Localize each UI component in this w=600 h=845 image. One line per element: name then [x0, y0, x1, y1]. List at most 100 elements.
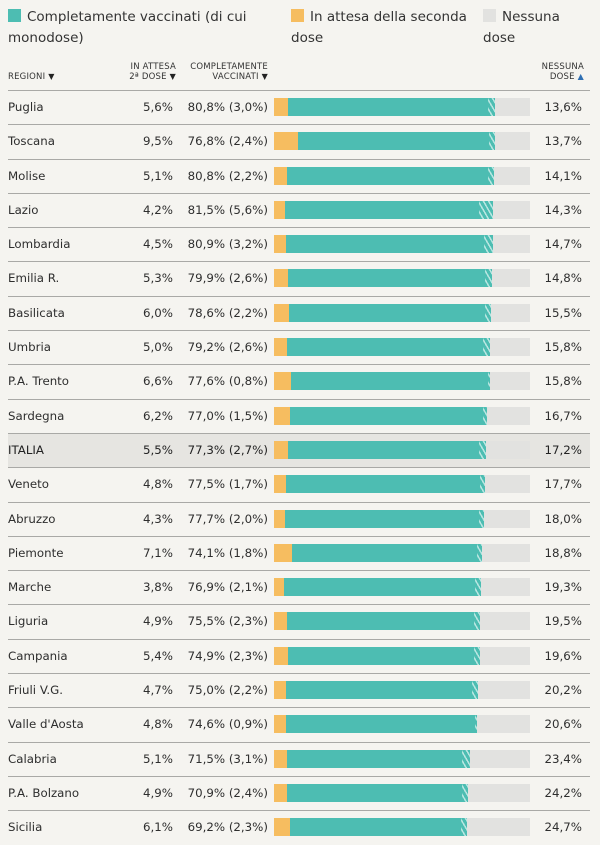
completamente-value: 77,5% (1,7%) [187, 477, 268, 492]
completamente-value: 77,0% (1,5%) [187, 408, 268, 423]
table-row: Marche 3,8% 76,9% (2,1%) 19,3% [8, 570, 590, 604]
table-row: P.A. Bolzano 4,9% 70,9% (2,4%) 24,2% [8, 775, 590, 810]
in-attesa-value: 5,3% [143, 271, 173, 286]
bar-segment-monodose [488, 132, 495, 151]
nessuna-dose-value: 16,7% [544, 408, 582, 423]
column-header-nessuna-dose[interactable]: NESSUNA DOSE ▲ [528, 62, 584, 82]
header-label: COMPLETAMENTE [190, 62, 268, 72]
stacked-bar [274, 715, 530, 734]
completamente-value: 80,8% (3,0%) [187, 100, 268, 114]
bar-segment-monodose [473, 612, 480, 631]
bar-segment-completamente-vaccinati [287, 269, 493, 288]
nessuna-dose-value: 20,2% [544, 683, 582, 698]
stacked-bar [274, 166, 530, 185]
bar-segment-monodose [473, 646, 480, 665]
bar-segment-in-attesa [274, 372, 291, 391]
bar-segment-completamente-vaccinati [287, 646, 480, 665]
in-attesa-value: 6,0% [143, 305, 173, 320]
region-name: Friuli V.G. [8, 683, 64, 698]
table-row: Valle d'Aosta 4,8% 74,6% (0,9%) 20,6% [8, 707, 590, 741]
bar-segment-in-attesa [274, 406, 290, 425]
table-row: Puglia 5,6% 80,8% (3,0%) 13,6% [8, 90, 590, 124]
completamente-value: 74,6% (0,9%) [187, 717, 268, 732]
stacked-bar [274, 269, 530, 288]
bar-segment-completamente-vaccinati [287, 166, 494, 185]
stacked-bar [274, 440, 530, 459]
sort-down-icon[interactable]: ▼ [261, 72, 268, 81]
in-attesa-value: 4,9% [143, 785, 173, 800]
bar-segment-completamente-vaccinati [289, 303, 491, 322]
stacked-bar [274, 646, 530, 665]
table-row: Piemonte 7,1% 74,1% (1,8%) 18,8% [8, 535, 590, 570]
bar-segment-in-attesa [274, 681, 287, 700]
in-attesa-value: 5,5% [143, 442, 173, 457]
stacked-bar [274, 98, 530, 116]
sort-down-icon[interactable]: ▼ [169, 72, 176, 81]
nessuna-dose-value: 13,7% [544, 134, 582, 149]
in-attesa-value: 4,5% [143, 237, 173, 252]
bar-segment-in-attesa [274, 612, 287, 631]
bar-segment-completamente-vaccinati [289, 406, 487, 425]
completamente-value: 70,9% (2,4%) [187, 785, 268, 800]
bar-segment-in-attesa [274, 269, 288, 288]
completamente-value: 79,9% (2,6%) [187, 271, 268, 286]
bar-segment-in-attesa [274, 440, 289, 459]
bar-segment-in-attesa [274, 132, 299, 151]
bar-segment-in-attesa [274, 475, 287, 494]
column-header-regioni[interactable]: REGIONI ▼ [8, 72, 55, 82]
stacked-bar [274, 509, 530, 528]
in-attesa-value: 3,8% [143, 580, 173, 595]
stacked-bar [274, 132, 530, 151]
table-row: Lazio 4,2% 81,5% (5,6%) 14,3% [8, 192, 590, 227]
sort-up-icon[interactable]: ▲ [577, 72, 584, 81]
table-row: Sicilia 6,1% 69,2% (2,3%) 24,7% [8, 810, 590, 844]
bar-segment-monodose [485, 269, 493, 288]
sort-down-icon[interactable]: ▼ [48, 72, 55, 81]
bar-segment-completamente-vaccinati [285, 509, 484, 528]
completamente-value: 77,6% (0,8%) [187, 374, 268, 389]
bar-segment-monodose [474, 715, 478, 734]
bar-segment-in-attesa [274, 235, 286, 254]
bar-segment-completamente-vaccinati [286, 612, 480, 631]
nessuna-dose-value: 24,2% [544, 785, 582, 800]
bar-segment-monodose [483, 406, 487, 425]
bar-segment-completamente-vaccinati [286, 338, 490, 357]
legend-item-completamente-vaccinati: Completamente vaccinati (di cui monodose… [8, 7, 268, 49]
region-name: Abruzzo [8, 511, 56, 526]
bar-segment-in-attesa [274, 578, 284, 597]
header-label: IN ATTESA [130, 62, 176, 72]
table-row: Campania 5,4% 74,9% (2,3%) 19,6% [8, 638, 590, 673]
in-attesa-value: 5,1% [143, 168, 173, 183]
region-name: Molise [8, 168, 46, 183]
bar-segment-in-attesa [274, 303, 290, 322]
bar-segment-monodose [488, 166, 494, 185]
bar-segment-completamente-vaccinati [298, 132, 495, 151]
table-row: Emilia R. 5,3% 79,9% (2,6%) 14,8% [8, 261, 590, 295]
bar-segment-in-attesa [274, 749, 288, 768]
bar-segment-completamente-vaccinati [286, 681, 479, 700]
table-row: ITALIA 5,5% 77,3% (2,7%) 17,2% [8, 432, 590, 468]
in-attesa-value: 4,9% [143, 614, 173, 629]
bar-segment-monodose [472, 681, 479, 700]
legend-label: Completamente vaccinati (di cui monodose… [8, 9, 247, 46]
nessuna-dose-value: 17,2% [544, 442, 582, 457]
bar-segment-monodose [477, 543, 482, 562]
table-row: Abruzzo 4,3% 77,7% (2,0%) 18,0% [8, 501, 590, 536]
in-attesa-value: 5,6% [143, 100, 173, 114]
column-header-in-attesa[interactable]: IN ATTESA 2ª DOSE ▼ [110, 62, 176, 82]
in-attesa-value: 6,1% [143, 820, 173, 835]
region-name: Marche [8, 580, 52, 595]
in-attesa-value: 6,6% [143, 374, 173, 389]
bar-segment-completamente-vaccinati [284, 200, 494, 219]
bar-segment-monodose [478, 509, 484, 528]
bar-segment-monodose [487, 98, 496, 116]
stacked-bar [274, 612, 530, 631]
stacked-bar [274, 372, 530, 391]
legend-label: In attesa della seconda dose [291, 9, 467, 46]
column-header-completamente-vaccinati[interactable]: COMPLETAMENTE VACCINATI ▼ [182, 62, 268, 82]
completamente-value: 69,2% (2,3%) [187, 820, 268, 835]
bar-segment-in-attesa [274, 98, 289, 116]
nessuna-dose-value: 15,8% [544, 340, 582, 355]
bar-segment-completamente-vaccinati [286, 475, 485, 494]
completamente-value: 81,5% (5,6%) [187, 202, 268, 217]
